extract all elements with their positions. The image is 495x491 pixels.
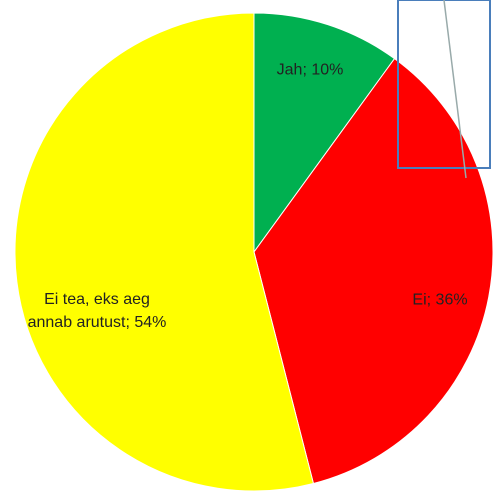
slice-label: Ei tea, eks aeg annab arutust; 54%	[27, 290, 167, 331]
slice-label: Jah; 10%	[276, 61, 344, 79]
overlay-line	[443, 0, 467, 179]
pie-slice	[253, 12, 396, 254]
pie-slice	[253, 57, 494, 485]
pie-slice	[14, 12, 315, 491]
slice-label: Ei; 36%	[412, 291, 468, 309]
overlay-frame	[397, 0, 491, 169]
